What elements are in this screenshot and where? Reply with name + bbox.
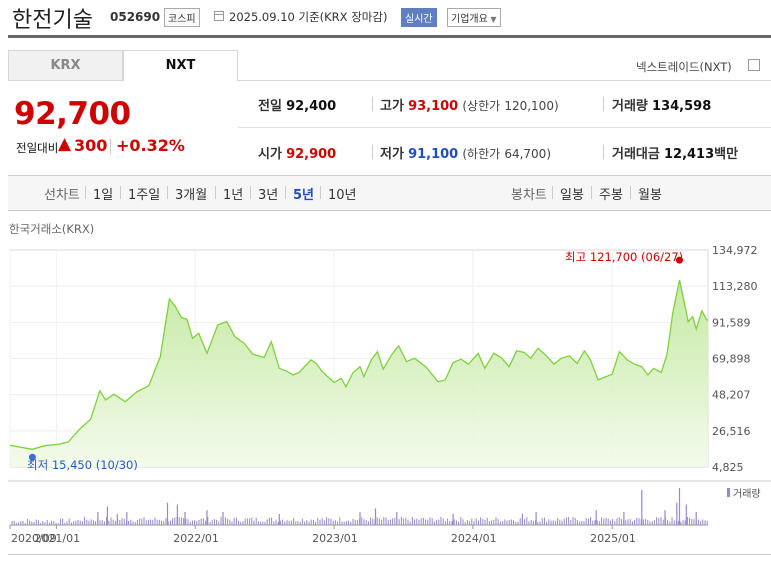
company-name: 한전기술 — [12, 8, 93, 33]
period-divider — [215, 186, 216, 199]
high-label: 고가 — [380, 99, 404, 114]
amount-value: 12,413 — [663, 147, 715, 162]
y-tick-label: 48,207 — [712, 389, 751, 402]
prev-close-value: 92,400 — [286, 99, 337, 114]
candle-daily[interactable]: 일봉 — [560, 188, 584, 203]
period-divider — [285, 186, 286, 199]
period-1d[interactable]: 1일 — [93, 188, 114, 203]
stat-divider — [372, 145, 373, 159]
x-tick-label: 2022/01 — [173, 532, 219, 545]
max-marker — [675, 256, 683, 264]
upper-limit-value: 120,100) — [504, 99, 559, 113]
change-label: 전일대비 — [16, 141, 59, 155]
stat-divider — [372, 97, 373, 111]
chart-subtitle: 한국거래소(KRX) — [9, 222, 95, 236]
base-date: 2025.09.10 기준(KRX 장마감) — [229, 10, 388, 24]
low-label: 저가 — [380, 147, 404, 162]
y-tick-label: 134,972 — [712, 244, 758, 257]
period-5y[interactable]: 5년 — [293, 188, 315, 203]
lower-limit-label: (하한가 — [462, 147, 501, 161]
stat-divider — [603, 97, 604, 111]
up-arrow-icon: ▲ — [58, 134, 72, 154]
stat-low: 저가 91,100 (하한가 64,700) — [380, 143, 551, 162]
prev-close-label: 전일 — [258, 99, 282, 114]
y-tick-label: 113,280 — [712, 280, 758, 293]
period-10y[interactable]: 10년 — [328, 188, 357, 203]
x-tick-label: 2023/01 — [312, 532, 358, 545]
tab-krx[interactable]: KRX — [8, 50, 123, 81]
lower-limit-value: 64,700) — [504, 147, 551, 161]
stat-prev-close: 전일 92,400 — [258, 95, 336, 114]
stat-high: 고가 93,100 (상한가 120,100) — [380, 95, 559, 114]
chevron-down-icon: ▼ — [487, 15, 497, 24]
amount-label: 거래대금 — [612, 147, 660, 162]
nxt-checkbox[interactable] — [748, 59, 760, 71]
open-label: 시가 — [258, 147, 282, 162]
stat-volume: 거래량 134,598 — [612, 95, 711, 114]
candle-chart-label: 봉차트 — [511, 188, 547, 203]
period-1w[interactable]: 1주일 — [128, 188, 161, 203]
stat-amount: 거래대금 12,413백만 — [612, 143, 738, 162]
stats-divider — [238, 127, 771, 128]
market-badge: 코스피 — [164, 8, 200, 27]
line-chart-label: 선차트 — [44, 188, 80, 203]
y-tick-label: 91,589 — [712, 316, 751, 329]
stat-open: 시가 92,900 — [258, 143, 336, 162]
period-divider — [630, 186, 631, 199]
period-1y[interactable]: 1년 — [223, 188, 244, 203]
current-price: 92,700 — [14, 96, 131, 132]
low-value: 91,100 — [408, 147, 459, 162]
period-3y[interactable]: 3년 — [258, 188, 279, 203]
candle-monthly[interactable]: 월봉 — [638, 188, 662, 203]
x-tick-label: 2020/09 — [11, 532, 57, 545]
period-divider — [167, 186, 168, 199]
change-percent: +0.32% — [116, 136, 185, 155]
x-tick-label: 2024/01 — [451, 532, 497, 545]
period-divider — [552, 186, 553, 199]
change-divider — [110, 139, 111, 154]
chart-bottom-border — [8, 554, 771, 555]
volume-legend-swatch — [727, 488, 730, 497]
calendar-icon — [214, 11, 224, 21]
period-3m[interactable]: 3개월 — [175, 188, 208, 203]
period-divider — [85, 186, 86, 199]
nxt-toggle-label: 넥스트레이드(NXT) — [636, 60, 732, 74]
volume-legend-label: 거래량 — [733, 488, 761, 500]
tab-divider — [238, 80, 771, 81]
realtime-button[interactable]: 실시간 — [401, 8, 437, 27]
y-tick-label: 69,898 — [712, 353, 751, 366]
company-overview-dropdown[interactable]: 기업개요 ▼ — [447, 8, 501, 27]
price-line — [9, 279, 709, 450]
x-tick-label: 2021/01 — [34, 532, 80, 545]
candle-weekly[interactable]: 주봉 — [599, 188, 623, 203]
period-divider — [591, 186, 592, 199]
y-tick-label: 26,516 — [712, 425, 751, 438]
stock-code: 052690 — [110, 10, 161, 24]
x-tick-label: 2025/01 — [590, 532, 636, 545]
period-divider — [250, 186, 251, 199]
min-label: 최저 15,450 (10/30) — [27, 458, 138, 472]
period-divider — [120, 186, 121, 199]
max-label: 최고 121,700 (06/27) — [565, 250, 683, 264]
change-value: 300 — [74, 136, 108, 155]
header-divider — [8, 35, 771, 38]
open-value: 92,900 — [286, 147, 337, 162]
period-toolbar — [8, 175, 771, 211]
volume-label: 거래량 — [612, 99, 648, 114]
amount-unit: 백만 — [714, 147, 739, 162]
period-divider — [320, 186, 321, 199]
volume-value: 134,598 — [652, 99, 712, 114]
upper-limit-label: (상한가 — [462, 99, 501, 113]
high-value: 93,100 — [408, 99, 459, 114]
price-area — [10, 280, 708, 467]
min-marker — [28, 453, 36, 461]
stat-divider — [603, 145, 604, 159]
tab-nxt[interactable]: NXT — [123, 50, 238, 81]
y-tick-label: 4,825 — [712, 461, 744, 474]
company-overview-label: 기업개요 — [451, 14, 488, 25]
